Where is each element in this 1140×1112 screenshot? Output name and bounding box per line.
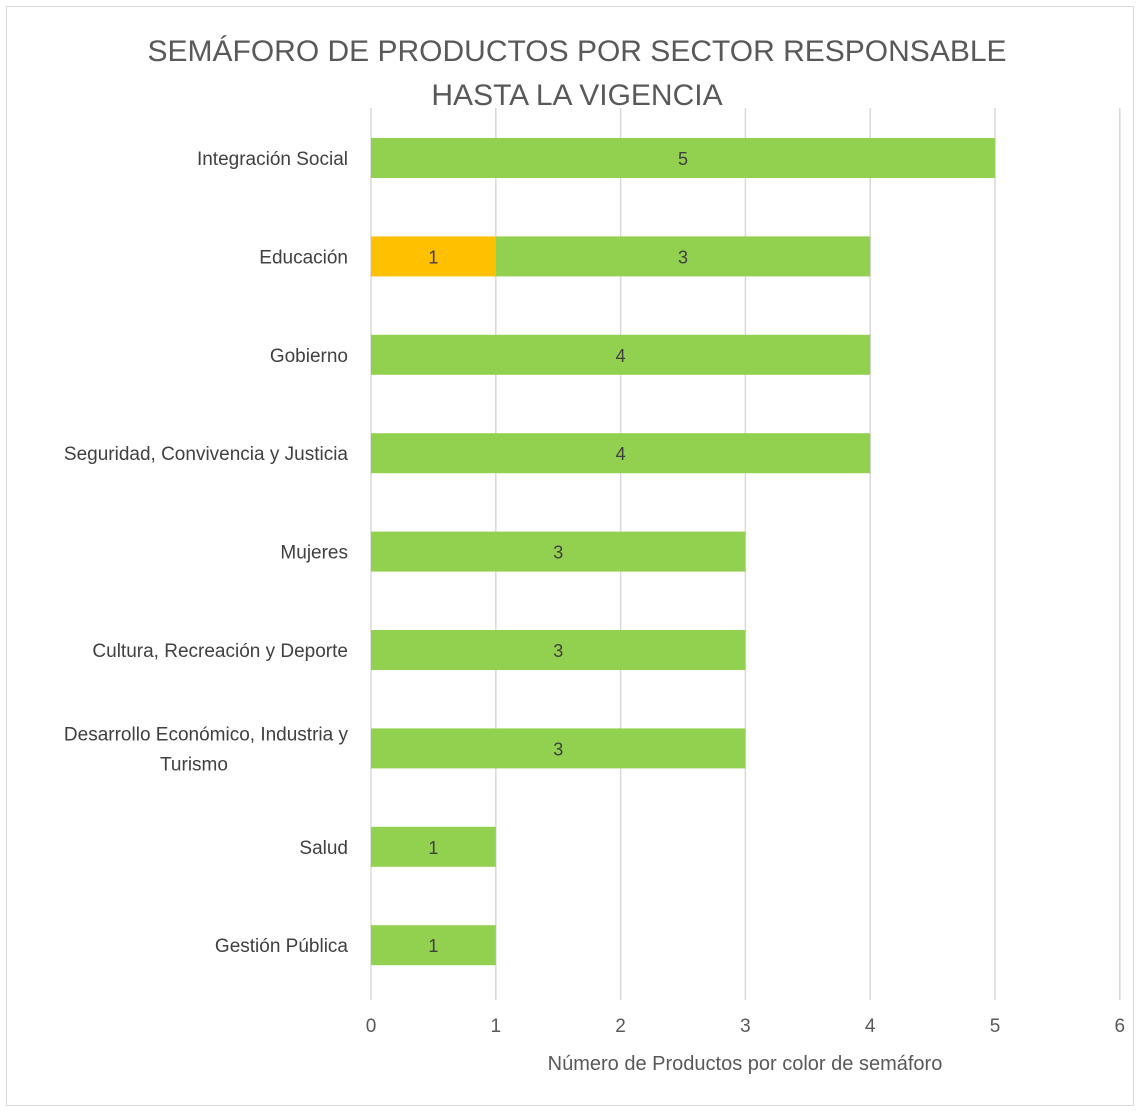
category-label: Cultura, Recreación y Deporte [92,641,348,662]
chart-title-line: HASTA LA VIGENCIA [431,79,722,112]
category-label: Gobierno [270,346,348,367]
bar [495,236,871,277]
data-label: 3 [553,543,563,563]
category-label: Desarrollo Económico, Industria y [64,724,349,745]
chart-title-line: SEMÁFORO DE PRODUCTOS POR SECTOR RESPONS… [147,35,1006,68]
data-label: 3 [678,247,688,267]
x-axis-title: Número de Productos por color de semáfor… [548,1053,943,1075]
data-label: 1 [428,838,438,858]
bar [371,236,496,277]
bar [371,925,496,966]
x-tick-label: 5 [990,1016,1001,1037]
category-label: Integración Social [197,149,348,170]
bar [371,138,995,178]
x-tick-label: 1 [491,1016,502,1037]
x-tick-label: 6 [1115,1016,1126,1037]
x-tick-label: 4 [865,1016,876,1037]
category-label: Salud [299,838,348,859]
data-label: 1 [428,936,438,956]
data-label: 3 [553,641,563,661]
data-label: 4 [616,346,626,366]
bar [371,433,871,474]
bar [371,630,746,670]
bar [371,334,871,375]
bar [371,728,746,769]
data-label: 5 [678,149,688,169]
x-tick-label: 3 [740,1016,751,1037]
category-label: Mujeres [280,543,348,564]
x-tick-label: 0 [366,1016,377,1037]
category-label: Gestión Pública [215,936,349,957]
data-label: 4 [616,444,626,464]
category-label: Turismo [160,754,228,775]
category-label: Seguridad, Convivencia y Justicia [64,444,349,465]
data-label: 1 [428,247,438,267]
data-label: 3 [553,739,563,759]
bar [371,531,746,572]
category-label: Educación [259,247,348,268]
bar [371,826,496,867]
x-tick-label: 2 [615,1016,626,1037]
